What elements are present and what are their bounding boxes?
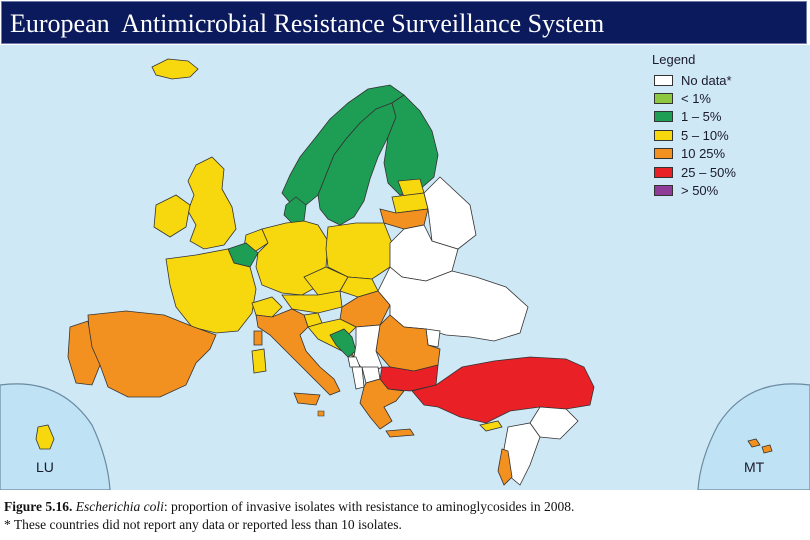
legend: Legend No data* < 1% 1 – 5% 5 – 10% 10 25% 25… bbox=[648, 52, 768, 200]
legend-label: > 50% bbox=[681, 183, 719, 199]
island-sicily bbox=[293, 392, 321, 406]
country-france bbox=[165, 248, 257, 334]
inset-label-lu: LU bbox=[36, 459, 54, 475]
legend-items: No data* < 1% 1 – 5% 5 – 10% 10 25% 25 – 50% >… bbox=[648, 71, 768, 200]
europe-map bbox=[0, 45, 810, 491]
legend-item: > 50% bbox=[648, 181, 768, 199]
country-poland bbox=[325, 222, 393, 280]
country-romania bbox=[375, 314, 441, 372]
legend-label: 5 – 10% bbox=[681, 127, 729, 143]
country-switzerland bbox=[251, 296, 283, 318]
country-austria bbox=[281, 290, 343, 314]
caption-footnote: * These countries did not report any dat… bbox=[4, 517, 402, 532]
island-sardinia bbox=[251, 348, 267, 374]
inset-malta-shape bbox=[747, 438, 761, 448]
country-turkey bbox=[411, 356, 595, 424]
legend-item: No data* bbox=[648, 71, 768, 89]
species-name: Escherichia coli bbox=[75, 499, 164, 514]
legend-item: 25 – 50% bbox=[648, 163, 768, 181]
legend-swatch bbox=[654, 111, 673, 123]
country-italy bbox=[255, 308, 341, 396]
title-bar: European Antimicrobial Resistance Survei… bbox=[1, 1, 807, 44]
country-cyprus bbox=[479, 420, 503, 432]
inset-malta-shape-2 bbox=[761, 444, 773, 454]
legend-label: 1 – 5% bbox=[681, 109, 722, 125]
island-malta bbox=[317, 410, 325, 417]
island-corsica bbox=[253, 330, 263, 346]
country-spain bbox=[87, 310, 217, 398]
legend-swatch bbox=[654, 166, 673, 178]
page-title: European Antimicrobial Resistance Survei… bbox=[10, 9, 605, 38]
inset-label-mt: MT bbox=[744, 459, 765, 475]
legend-label: No data* bbox=[681, 72, 732, 88]
caption-line: Figure 5.16. Escherichia coli: proportio… bbox=[4, 499, 804, 515]
country-ireland bbox=[153, 194, 191, 238]
country-greece bbox=[359, 378, 405, 430]
legend-swatch bbox=[654, 93, 673, 105]
inset-left bbox=[0, 383, 111, 491]
legend-label: < 1% bbox=[681, 91, 711, 107]
island-crete bbox=[385, 428, 415, 438]
country-israel bbox=[497, 448, 513, 486]
country-uk bbox=[187, 156, 237, 250]
legend-swatch bbox=[654, 185, 673, 197]
legend-swatch bbox=[654, 74, 673, 86]
country-slovakia bbox=[339, 276, 379, 298]
legend-item: 1 – 5% bbox=[648, 108, 768, 126]
country-russia-west bbox=[423, 176, 477, 250]
inset-luxembourg-shape bbox=[35, 424, 55, 450]
legend-title: Legend bbox=[652, 52, 696, 67]
legend-label: 25 – 50% bbox=[681, 164, 736, 180]
country-iceland bbox=[151, 58, 199, 80]
legend-swatch bbox=[654, 129, 673, 141]
legend-item: 10 25% bbox=[648, 145, 768, 163]
legend-label: 10 25% bbox=[681, 146, 726, 162]
caption-text: : proportion of invasive isolates with r… bbox=[163, 499, 575, 514]
legend-item: < 1% bbox=[648, 89, 768, 107]
legend-swatch bbox=[654, 148, 673, 160]
figure-label: Figure 5.16. bbox=[4, 499, 73, 514]
figure-caption: Figure 5.16. Escherichia coli: proportio… bbox=[4, 499, 804, 533]
inset-right bbox=[697, 383, 810, 491]
legend-item: 5 – 10% bbox=[648, 126, 768, 144]
country-portugal bbox=[67, 320, 101, 386]
country-ukraine bbox=[377, 266, 529, 342]
